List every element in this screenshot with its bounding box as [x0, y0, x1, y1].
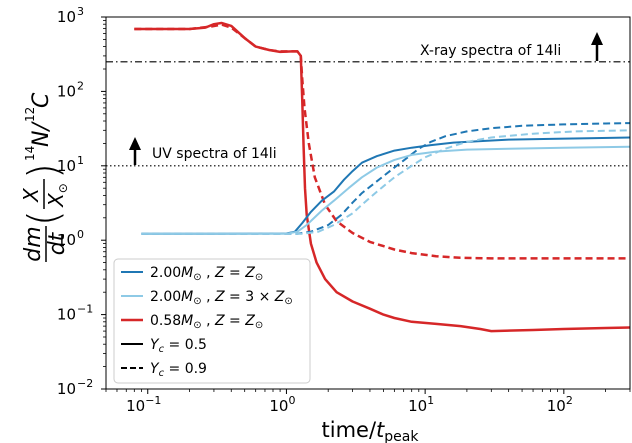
x-axis: 10−1 100 101 102 — [105, 389, 631, 415]
svg-text:): ) — [19, 163, 68, 179]
y-tick-exponent: 0 — [77, 228, 84, 241]
plot-frame — [105, 16, 631, 390]
y-tick-label: 10 — [57, 380, 76, 398]
svg-text:X⊙: X⊙ — [44, 183, 70, 208]
uv-annotation: UV spectra of 14li — [152, 146, 277, 162]
x-tick-label: 100 — [269, 394, 295, 415]
y-tick-label: 10 — [57, 306, 76, 324]
y-tick-exponent: 2 — [77, 79, 84, 92]
series-line — [141, 145, 630, 235]
legend-entry: 0.58M⊙ , Z = Z⊙ — [121, 313, 263, 331]
svg-text:N/: N/ — [29, 121, 54, 147]
y-tick-label: 10 — [57, 82, 76, 100]
svg-text:X: X — [19, 187, 43, 203]
y-tick-label: 10 — [57, 8, 76, 26]
y-tick-exponent: −2 — [77, 377, 93, 390]
svg-text:2.00M⊙ , Z = 3 × Z⊙: 2.00M⊙ , Z = 3 × Z⊙ — [150, 289, 293, 307]
svg-text:dt: dt — [45, 231, 70, 255]
series-line — [134, 23, 630, 260]
svg-text:Yc = 0.9: Yc = 0.9 — [150, 361, 207, 379]
svg-text:0.58M⊙ , Z = Z⊙: 0.58M⊙ , Z = Z⊙ — [150, 313, 263, 331]
y-tick-label: 10 — [57, 231, 76, 249]
svg-text:C: C — [29, 92, 54, 108]
x-tick-label: 10−1 — [126, 394, 161, 415]
x-tick-label: 101 — [408, 394, 434, 415]
y-tick-exponent: 1 — [77, 154, 84, 167]
legend: 2.00M⊙ , Z = Z⊙ 2.00M⊙ , Z = 3 × Z⊙ 0.58… — [113, 258, 311, 384]
series-line — [141, 136, 630, 235]
svg-text:Yc = 0.5: Yc = 0.5 — [150, 337, 207, 355]
x-tick-label: 102 — [547, 394, 573, 415]
uv-arrow-icon — [129, 137, 141, 165]
y-tick-exponent: −1 — [77, 303, 93, 316]
svg-text:12: 12 — [23, 107, 37, 122]
y-axis-label: dm dt ( X X⊙ ) 14 N/ 12 C — [19, 92, 70, 262]
legend-entry: Yc = 0.9 — [121, 361, 207, 379]
legend-entry: Yc = 0.5 — [121, 337, 207, 355]
y-tick-label: 10 — [57, 157, 76, 175]
legend-entry: 2.00M⊙ , Z = 3 × Z⊙ — [121, 289, 293, 307]
y-tick-exponent: 3 — [77, 5, 84, 18]
xray-arrow-icon — [591, 32, 603, 61]
series-layer — [134, 21, 630, 333]
legend-entry: 2.00M⊙ , Z = Z⊙ — [121, 265, 263, 283]
svg-text:dm: dm — [21, 226, 46, 261]
svg-text:(: ( — [19, 210, 68, 226]
legend-box — [113, 258, 311, 384]
svg-text:14: 14 — [23, 146, 37, 161]
series-line — [141, 129, 630, 235]
x-axis-label: time/tpeak — [322, 418, 420, 443]
xray-annotation: X-ray spectra of 14li — [420, 43, 561, 59]
series-line — [141, 122, 630, 235]
svg-text:2.00M⊙ , Z = Z⊙: 2.00M⊙ , Z = Z⊙ — [150, 265, 263, 283]
reference-lines — [106, 61, 630, 167]
